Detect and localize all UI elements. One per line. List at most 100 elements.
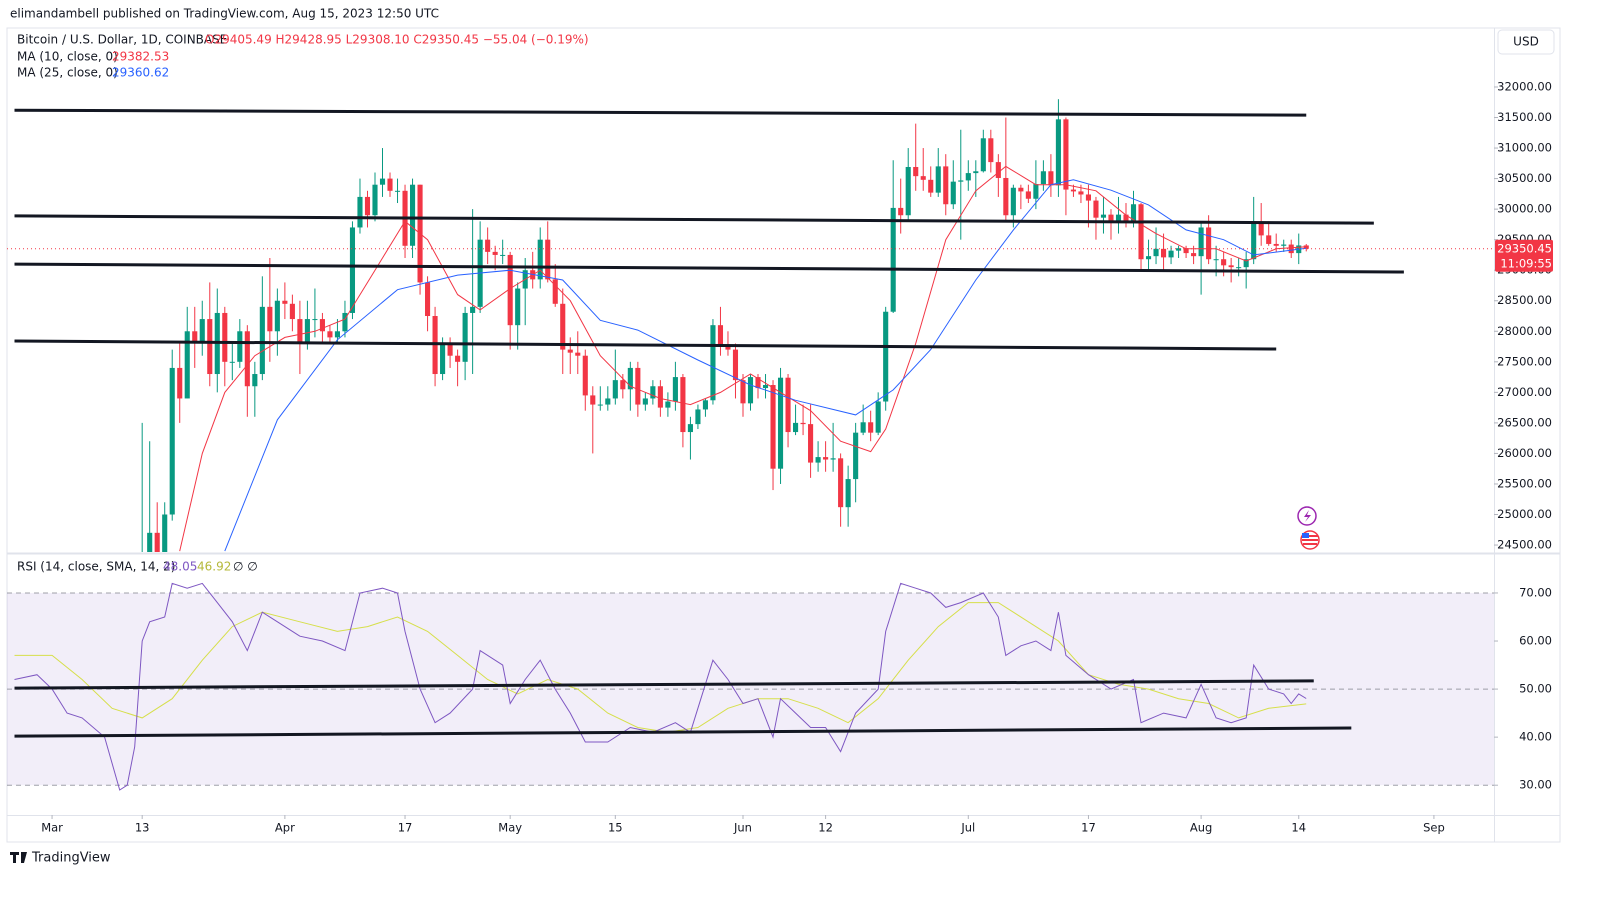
candle-body [1176, 248, 1182, 251]
candle-body [635, 367, 641, 405]
candle-body [297, 319, 303, 344]
price-tag [1495, 239, 1553, 272]
candle-body [1258, 223, 1264, 236]
candle-body [1108, 214, 1114, 222]
candle-body [695, 409, 701, 425]
y-tick-label: 30000.00 [1497, 202, 1552, 216]
candle-body [1303, 245, 1309, 249]
candle-body [785, 377, 791, 433]
y-tick-label: 27000.00 [1497, 385, 1552, 399]
candle-body [620, 380, 626, 390]
candle-body [207, 319, 213, 375]
candle-body [409, 184, 416, 246]
candle-body [1048, 171, 1054, 186]
candle-body [154, 532, 160, 552]
trend-line [14, 262, 1404, 274]
x-tick-label: Mar [41, 821, 63, 835]
candle-body [890, 207, 896, 312]
candle-body [364, 196, 371, 216]
candle-body [770, 385, 776, 469]
candle-body [425, 282, 431, 317]
candle-body [920, 176, 926, 180]
candle-body [274, 300, 280, 332]
candle-body [379, 178, 386, 185]
candle-body [913, 166, 919, 177]
y-tick-label: 25500.00 [1497, 476, 1552, 490]
candle-body [507, 254, 513, 326]
candle-body [327, 331, 333, 338]
candle-body [1236, 267, 1242, 269]
candle-body [1018, 187, 1024, 192]
candle-body [642, 398, 648, 405]
candle-body [612, 380, 618, 399]
candle-body [1213, 259, 1219, 261]
candle-body [1145, 256, 1152, 260]
ohlc-values: O29405.49 H29428.95 L29308.10 C29350.45 … [205, 33, 589, 47]
y-tick-label: 40.00 [1519, 730, 1552, 744]
y-tick-label: 60.00 [1519, 634, 1552, 648]
currency-button[interactable] [1497, 29, 1555, 55]
candle-body [1206, 227, 1212, 260]
candle-body [342, 312, 348, 332]
candle-body [732, 349, 739, 381]
candle-body [259, 306, 265, 375]
candle-body [1025, 191, 1031, 199]
candle-body [1085, 194, 1092, 201]
x-tick-label: May [498, 821, 522, 835]
ma25-legend: MA (25, close, 0) [17, 66, 118, 80]
candle-body [1093, 200, 1099, 218]
x-tick-label: Aug [1190, 821, 1212, 835]
candle-body [312, 319, 318, 321]
y-tick-label: 32000.00 [1497, 79, 1552, 93]
candle-body [545, 239, 551, 280]
y-tick-label: 30500.00 [1497, 171, 1552, 185]
axes: 24500.00 25000.00 25500.00 26000.00 26500.00… [41, 79, 1553, 835]
candle-body [943, 166, 949, 205]
candle-body [747, 377, 754, 404]
candle-body [289, 303, 295, 320]
candle-body [1251, 223, 1257, 260]
candle-body [958, 180, 964, 182]
candle-body [860, 422, 866, 433]
rsi-legend: RSI (14, close, SMA, 14, 2) [17, 560, 175, 574]
candle-body [447, 343, 453, 356]
candle-body [537, 239, 543, 280]
chart-frame [6, 27, 1561, 843]
candle-body [1183, 248, 1189, 254]
currency-label[interactable]: USD [1513, 35, 1539, 49]
candle-body [800, 422, 806, 425]
candle-body [1078, 191, 1084, 195]
x-tick-label: 17 [398, 821, 413, 835]
countdown-label: 11:09:55 [1500, 256, 1552, 270]
flag-canton [1302, 533, 1309, 538]
symbol-title: Bitcoin / U.S. Dollar, 1D, COINBASE [17, 33, 227, 47]
candle-body [590, 395, 596, 405]
candle-body [184, 331, 190, 399]
candle-body [650, 386, 656, 399]
candle-body [515, 288, 521, 326]
candle-body [875, 401, 881, 433]
candle-body [237, 331, 243, 362]
candle-body [928, 179, 934, 193]
candle-body [455, 355, 461, 362]
x-tick-label: 17 [1081, 821, 1096, 835]
candle-body [357, 196, 363, 228]
candle-body [995, 162, 1001, 178]
candle-body [808, 424, 814, 463]
candle-body [222, 312, 228, 362]
candle-body [372, 184, 378, 216]
candle-body [1153, 248, 1159, 257]
candle-body [973, 171, 979, 174]
candle-body [988, 138, 994, 163]
candle-body [177, 367, 183, 399]
y-tick-label: 31000.00 [1497, 141, 1552, 155]
trend-line [14, 214, 1374, 225]
y-tick-label: 25000.00 [1497, 507, 1552, 521]
candle-body [823, 457, 829, 460]
rsi-pane [7, 582, 1494, 791]
candle-body [627, 367, 633, 390]
ma10-legend: MA (10, close, 0) [17, 50, 118, 64]
ma25-value: 29360.62 [112, 66, 169, 80]
rsi-extra: ∅ ∅ [233, 560, 258, 574]
